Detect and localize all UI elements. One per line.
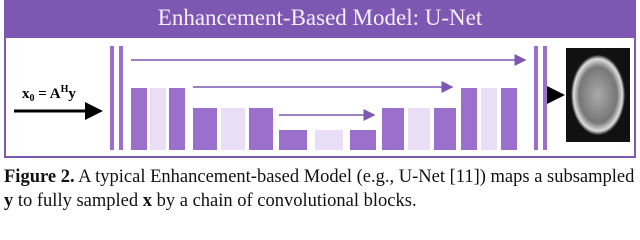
skip-connections: [131, 54, 527, 121]
caption-part: Figure 2.: [4, 167, 75, 187]
frame: [4, 36, 636, 158]
brain: [571, 55, 625, 135]
caption-part: x: [142, 191, 152, 211]
title: Enhancement-Based Model: U-Net: [4, 0, 636, 36]
figure: Enhancement-Based Model: U-Net x0 = AHy …: [4, 0, 638, 213]
input-label: x0 = AHy: [22, 84, 76, 104]
caption-part: y: [4, 191, 14, 211]
caption-part: to fully sampled: [13, 191, 143, 211]
blocks: [110, 46, 547, 150]
caption-part: by a chain of convolutional blocks.: [151, 191, 417, 211]
diagram: x0 = AHy: [4, 36, 636, 158]
caption: Figure 2. A typical Enhancement-based Mo…: [4, 165, 638, 213]
caption-part: A typical Enhancement-based Model (e.g.,…: [74, 167, 635, 187]
